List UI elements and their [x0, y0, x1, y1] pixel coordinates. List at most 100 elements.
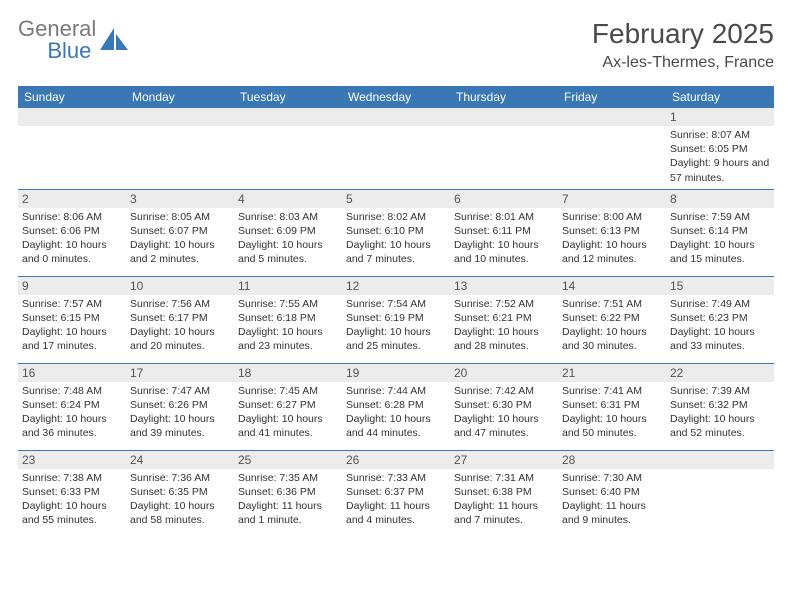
- calendar-day: 8Sunrise: 7:59 AM Sunset: 6:14 PM Daylig…: [666, 190, 774, 276]
- day-header-wednesday: Wednesday: [342, 86, 450, 108]
- calendar-week: 23Sunrise: 7:38 AM Sunset: 6:33 PM Dayli…: [18, 450, 774, 537]
- calendar-day: 24Sunrise: 7:36 AM Sunset: 6:35 PM Dayli…: [126, 451, 234, 537]
- calendar-day: 15Sunrise: 7:49 AM Sunset: 6:23 PM Dayli…: [666, 277, 774, 363]
- day-number: [666, 451, 774, 469]
- day-details: Sunrise: 7:39 AM Sunset: 6:32 PM Dayligh…: [666, 382, 774, 445]
- day-header-tuesday: Tuesday: [234, 86, 342, 108]
- day-number: 20: [450, 364, 558, 382]
- day-number: 9: [18, 277, 126, 295]
- calendar-week: 16Sunrise: 7:48 AM Sunset: 6:24 PM Dayli…: [18, 363, 774, 450]
- calendar-day: 21Sunrise: 7:41 AM Sunset: 6:31 PM Dayli…: [558, 364, 666, 450]
- day-details: Sunrise: 7:55 AM Sunset: 6:18 PM Dayligh…: [234, 295, 342, 358]
- day-header-thursday: Thursday: [450, 86, 558, 108]
- day-number: [558, 108, 666, 126]
- day-number: 13: [450, 277, 558, 295]
- calendar-week: 9Sunrise: 7:57 AM Sunset: 6:15 PM Daylig…: [18, 276, 774, 363]
- day-number: [234, 108, 342, 126]
- day-details: Sunrise: 7:59 AM Sunset: 6:14 PM Dayligh…: [666, 208, 774, 271]
- day-number: 14: [558, 277, 666, 295]
- day-details: Sunrise: 7:38 AM Sunset: 6:33 PM Dayligh…: [18, 469, 126, 532]
- calendar-day: 3Sunrise: 8:05 AM Sunset: 6:07 PM Daylig…: [126, 190, 234, 276]
- day-number: 17: [126, 364, 234, 382]
- day-number: 12: [342, 277, 450, 295]
- day-header-saturday: Saturday: [666, 86, 774, 108]
- day-number: 18: [234, 364, 342, 382]
- day-details: Sunrise: 7:42 AM Sunset: 6:30 PM Dayligh…: [450, 382, 558, 445]
- calendar-header-row: Sunday Monday Tuesday Wednesday Thursday…: [18, 86, 774, 108]
- day-details: Sunrise: 7:51 AM Sunset: 6:22 PM Dayligh…: [558, 295, 666, 358]
- day-number: [126, 108, 234, 126]
- day-details: Sunrise: 8:05 AM Sunset: 6:07 PM Dayligh…: [126, 208, 234, 271]
- calendar-day: 26Sunrise: 7:33 AM Sunset: 6:37 PM Dayli…: [342, 451, 450, 537]
- location-title: Ax-les-Thermes, France: [592, 54, 774, 72]
- day-header-sunday: Sunday: [18, 86, 126, 108]
- calendar-day: 10Sunrise: 7:56 AM Sunset: 6:17 PM Dayli…: [126, 277, 234, 363]
- day-header-monday: Monday: [126, 86, 234, 108]
- calendar-day: 7Sunrise: 8:00 AM Sunset: 6:13 PM Daylig…: [558, 190, 666, 276]
- calendar-day: [666, 451, 774, 537]
- day-number: 16: [18, 364, 126, 382]
- day-number: 28: [558, 451, 666, 469]
- day-details: Sunrise: 7:33 AM Sunset: 6:37 PM Dayligh…: [342, 469, 450, 532]
- calendar-day: 12Sunrise: 7:54 AM Sunset: 6:19 PM Dayli…: [342, 277, 450, 363]
- day-details: Sunrise: 7:35 AM Sunset: 6:36 PM Dayligh…: [234, 469, 342, 532]
- day-number: 25: [234, 451, 342, 469]
- calendar-day: 6Sunrise: 8:01 AM Sunset: 6:11 PM Daylig…: [450, 190, 558, 276]
- calendar-day: 2Sunrise: 8:06 AM Sunset: 6:06 PM Daylig…: [18, 190, 126, 276]
- day-number: 8: [666, 190, 774, 208]
- day-details: Sunrise: 8:03 AM Sunset: 6:09 PM Dayligh…: [234, 208, 342, 271]
- calendar-day: 20Sunrise: 7:42 AM Sunset: 6:30 PM Dayli…: [450, 364, 558, 450]
- day-details: Sunrise: 7:44 AM Sunset: 6:28 PM Dayligh…: [342, 382, 450, 445]
- day-number: 27: [450, 451, 558, 469]
- logo-word2: Blue: [47, 38, 91, 63]
- logo: General GeBlue: [18, 18, 130, 62]
- day-details: Sunrise: 7:48 AM Sunset: 6:24 PM Dayligh…: [18, 382, 126, 445]
- calendar-day: 5Sunrise: 8:02 AM Sunset: 6:10 PM Daylig…: [342, 190, 450, 276]
- calendar-day: 4Sunrise: 8:03 AM Sunset: 6:09 PM Daylig…: [234, 190, 342, 276]
- day-details: Sunrise: 7:49 AM Sunset: 6:23 PM Dayligh…: [666, 295, 774, 358]
- day-details: Sunrise: 7:41 AM Sunset: 6:31 PM Dayligh…: [558, 382, 666, 445]
- day-number: 26: [342, 451, 450, 469]
- calendar-day: 27Sunrise: 7:31 AM Sunset: 6:38 PM Dayli…: [450, 451, 558, 537]
- day-number: 5: [342, 190, 450, 208]
- day-number: 7: [558, 190, 666, 208]
- day-number: 10: [126, 277, 234, 295]
- calendar-week: 1Sunrise: 8:07 AM Sunset: 6:05 PM Daylig…: [18, 108, 774, 189]
- calendar-week: 2Sunrise: 8:06 AM Sunset: 6:06 PM Daylig…: [18, 189, 774, 276]
- calendar-day: 18Sunrise: 7:45 AM Sunset: 6:27 PM Dayli…: [234, 364, 342, 450]
- day-number: 1: [666, 108, 774, 126]
- calendar-day: 13Sunrise: 7:52 AM Sunset: 6:21 PM Dayli…: [450, 277, 558, 363]
- day-details: Sunrise: 7:45 AM Sunset: 6:27 PM Dayligh…: [234, 382, 342, 445]
- day-number: 11: [234, 277, 342, 295]
- logo-text: General GeBlue: [18, 18, 96, 62]
- day-number: 21: [558, 364, 666, 382]
- calendar-day: [126, 108, 234, 189]
- day-details: Sunrise: 8:02 AM Sunset: 6:10 PM Dayligh…: [342, 208, 450, 271]
- calendar-day: [450, 108, 558, 189]
- day-details: Sunrise: 7:56 AM Sunset: 6:17 PM Dayligh…: [126, 295, 234, 358]
- day-details: Sunrise: 7:54 AM Sunset: 6:19 PM Dayligh…: [342, 295, 450, 358]
- day-details: Sunrise: 8:06 AM Sunset: 6:06 PM Dayligh…: [18, 208, 126, 271]
- day-details: Sunrise: 8:07 AM Sunset: 6:05 PM Dayligh…: [666, 126, 774, 189]
- calendar-day: 25Sunrise: 7:35 AM Sunset: 6:36 PM Dayli…: [234, 451, 342, 537]
- calendar-day: [234, 108, 342, 189]
- calendar-day: [342, 108, 450, 189]
- day-number: 6: [450, 190, 558, 208]
- day-number: 23: [18, 451, 126, 469]
- calendar-day: 1Sunrise: 8:07 AM Sunset: 6:05 PM Daylig…: [666, 108, 774, 189]
- day-details: Sunrise: 7:36 AM Sunset: 6:35 PM Dayligh…: [126, 469, 234, 532]
- day-details: Sunrise: 7:47 AM Sunset: 6:26 PM Dayligh…: [126, 382, 234, 445]
- day-number: 4: [234, 190, 342, 208]
- calendar-day: [18, 108, 126, 189]
- header: General GeBlue February 2025 Ax-les-Ther…: [18, 18, 774, 72]
- calendar-day: 19Sunrise: 7:44 AM Sunset: 6:28 PM Dayli…: [342, 364, 450, 450]
- calendar-body: 1Sunrise: 8:07 AM Sunset: 6:05 PM Daylig…: [18, 108, 774, 537]
- calendar: Sunday Monday Tuesday Wednesday Thursday…: [18, 86, 774, 537]
- calendar-day: 16Sunrise: 7:48 AM Sunset: 6:24 PM Dayli…: [18, 364, 126, 450]
- day-details: Sunrise: 7:57 AM Sunset: 6:15 PM Dayligh…: [18, 295, 126, 358]
- calendar-day: 22Sunrise: 7:39 AM Sunset: 6:32 PM Dayli…: [666, 364, 774, 450]
- day-details: Sunrise: 7:31 AM Sunset: 6:38 PM Dayligh…: [450, 469, 558, 532]
- day-number: 2: [18, 190, 126, 208]
- day-details: Sunrise: 8:00 AM Sunset: 6:13 PM Dayligh…: [558, 208, 666, 271]
- calendar-day: 14Sunrise: 7:51 AM Sunset: 6:22 PM Dayli…: [558, 277, 666, 363]
